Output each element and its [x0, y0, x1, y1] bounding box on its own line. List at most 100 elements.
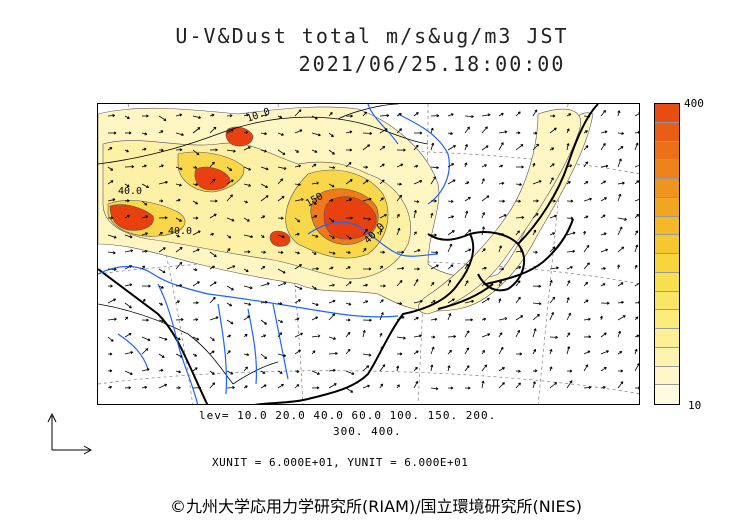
wind-vector	[260, 282, 270, 287]
wind-vector	[583, 281, 589, 287]
wind-vector	[430, 364, 434, 372]
level-list-line1: lev= 10.0 20.0 40.0 60.0 100. 150. 200.	[199, 409, 497, 422]
wind-vector	[583, 230, 586, 236]
wind-vector	[209, 265, 215, 270]
wind-vector	[328, 368, 336, 372]
wind-vector	[141, 348, 149, 355]
wind-vector	[260, 319, 267, 325]
colorbar-step	[655, 385, 679, 404]
wind-vector	[243, 131, 249, 135]
wind-vector	[481, 282, 487, 287]
wind-vector	[566, 249, 576, 253]
wind-vector	[498, 142, 504, 151]
wind-vector	[328, 166, 336, 170]
wind-vector	[141, 183, 150, 188]
wind-vector	[277, 178, 284, 185]
dust-wind-map: 40.0 40.0 40.0 150 10.0	[97, 103, 640, 405]
wind-vector	[396, 352, 403, 356]
wind-vector	[328, 183, 335, 188]
wind-vector	[464, 330, 470, 338]
wind-vector	[294, 149, 300, 153]
wind-vector	[498, 130, 508, 134]
wind-vector	[141, 132, 148, 136]
wind-vector	[464, 229, 472, 236]
wind-vector	[464, 318, 474, 322]
wind-vector	[515, 352, 523, 356]
wind-vector	[413, 249, 421, 253]
wind-vector	[192, 230, 201, 236]
wind-vector	[124, 234, 133, 239]
wind-vector	[481, 145, 489, 151]
wind-vector	[396, 213, 400, 219]
wind-vector	[566, 181, 571, 185]
wind-vector	[158, 319, 164, 323]
wind-vector	[600, 283, 606, 287]
colorbar-step	[655, 179, 679, 198]
wind-vector	[583, 130, 588, 134]
wind-vector	[532, 162, 536, 168]
wind-vector	[617, 226, 623, 236]
wind-vector	[532, 143, 539, 151]
wind-vector	[634, 112, 639, 117]
wind-vector	[311, 200, 317, 205]
map-timestamp: 2021/06/25.18:00:00	[298, 52, 566, 76]
wind-vector	[192, 127, 201, 134]
wind-vector	[498, 245, 502, 253]
wind-vector	[379, 145, 386, 151]
wind-vector	[481, 126, 488, 134]
wind-vector	[328, 283, 335, 287]
wind-vector	[175, 353, 183, 358]
wind-vector	[294, 317, 300, 321]
wind-vector	[192, 268, 198, 272]
wind-vector	[430, 264, 439, 270]
wind-vector	[498, 181, 505, 185]
wind-vector	[124, 131, 132, 135]
wind-vector	[107, 298, 117, 304]
wind-vector	[599, 315, 603, 321]
wind-vector	[583, 385, 592, 390]
wind-vector	[532, 328, 537, 338]
wind-vector	[414, 267, 420, 271]
wind-vector	[532, 369, 538, 373]
wind-vector	[413, 164, 419, 168]
wind-vector	[617, 110, 621, 117]
wind-vector	[634, 213, 639, 219]
wind-vector	[141, 284, 151, 288]
wind-vector	[311, 285, 317, 290]
wind-vector	[328, 149, 335, 155]
wind-vector	[192, 248, 200, 253]
wind-vector	[430, 250, 439, 254]
wind-vector	[362, 353, 372, 357]
wind-vector	[532, 109, 538, 117]
wind-vector	[379, 364, 386, 372]
wind-vector	[328, 383, 337, 389]
wind-vector	[498, 112, 504, 117]
wind-vector	[430, 127, 434, 134]
wind-vector	[498, 332, 503, 338]
wind-vector	[243, 285, 253, 290]
wind-vector	[294, 332, 304, 338]
wind-vector	[566, 199, 574, 203]
wind-vector	[566, 380, 573, 389]
wind-vector	[515, 144, 524, 151]
wind-vector	[124, 302, 132, 309]
wind-vector	[345, 130, 353, 134]
wind-vector	[192, 115, 201, 119]
wind-vector	[226, 149, 236, 153]
wind-vector	[243, 315, 251, 321]
wind-vector	[414, 131, 423, 135]
wind-vector	[464, 114, 474, 119]
wind-vector	[362, 283, 368, 287]
wind-vector	[396, 227, 401, 236]
wind-vector	[107, 251, 116, 255]
wind-vector	[600, 142, 606, 151]
wind-vector	[328, 132, 334, 138]
wind-vector	[362, 365, 370, 372]
wind-vector	[566, 280, 571, 287]
wind-vector	[379, 284, 386, 288]
wind-vector	[175, 336, 181, 341]
wind-vector	[124, 316, 129, 321]
wind-vector	[243, 385, 248, 389]
wind-vector	[243, 333, 248, 338]
wind-vector	[634, 142, 639, 151]
